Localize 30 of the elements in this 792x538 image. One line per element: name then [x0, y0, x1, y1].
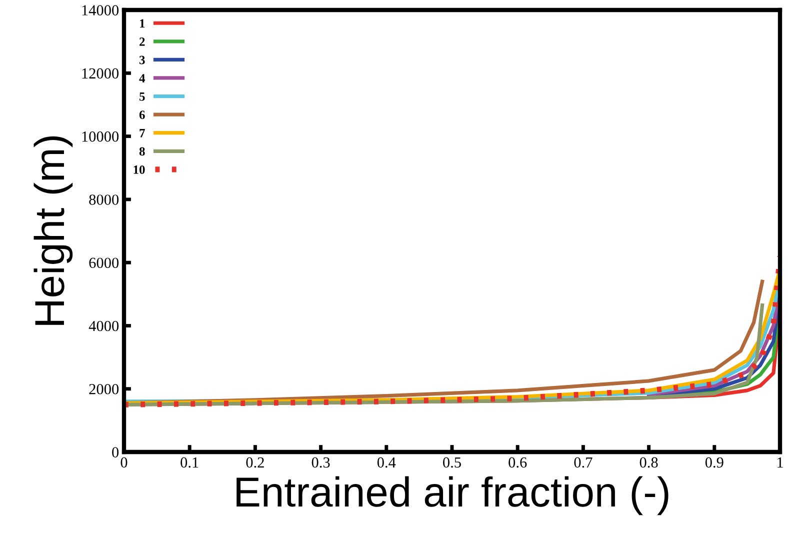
x-tick-label: 0.9 [705, 457, 724, 468]
y-tick-label: 2000 [89, 384, 119, 394]
y-tick-label: 14000 [82, 5, 119, 16]
legend-label: 8 [139, 147, 145, 156]
x-tick-label: 0 [120, 457, 128, 468]
y-tick-label: 0 [112, 447, 119, 458]
x-tick-label: 0.5 [443, 457, 461, 468]
x-axis-title: Entrained air fraction (-) [236, 476, 668, 516]
legend-label: 10 [134, 165, 145, 174]
x-tick-label: 0.8 [640, 457, 658, 468]
legend-label: 7 [140, 129, 145, 138]
y-tick-label: 4000 [88, 320, 119, 332]
y-axis-title: Height (m) [34, 136, 73, 325]
x-tick-label: 0.4 [377, 457, 396, 468]
x-tick-label: 0.3 [312, 457, 330, 468]
y-tick-label: 6000 [89, 258, 119, 268]
y-tick-label: 10000 [82, 131, 119, 142]
legend-label: 5 [140, 92, 145, 101]
legend-label: 3 [139, 56, 145, 64]
x-tick-label: 0.1 [180, 457, 198, 468]
y-tick-label: 12000 [82, 68, 119, 79]
legend-label: 1 [140, 19, 145, 28]
x-tick-label: 0.2 [246, 457, 264, 468]
x-tick-label: 1 [778, 457, 783, 468]
x-tick-label: 0.6 [508, 457, 527, 468]
y-tick-label: 8000 [89, 194, 119, 205]
x-tick-label: 0.7 [574, 457, 592, 468]
legend-label: 4 [139, 74, 146, 82]
legend-label: 6 [139, 110, 145, 120]
legend-label: 2 [140, 38, 145, 46]
